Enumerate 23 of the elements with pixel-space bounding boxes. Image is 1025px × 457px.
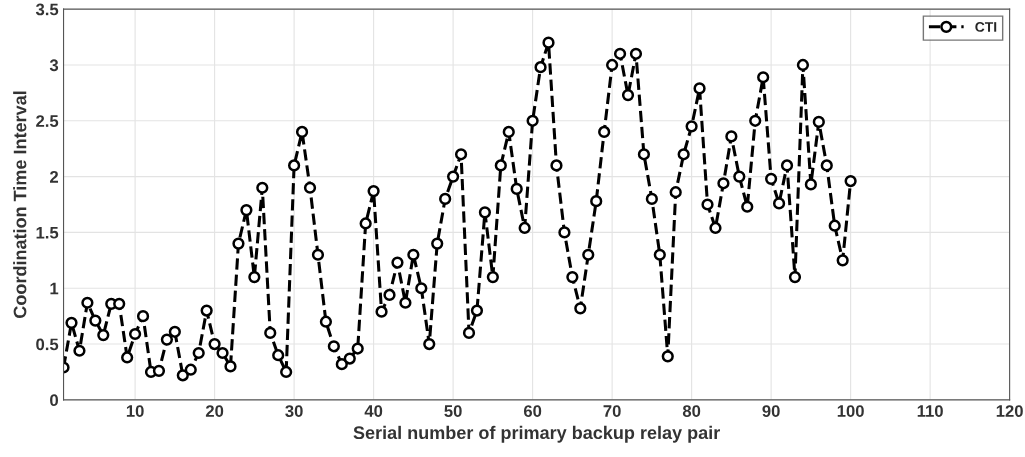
x-tick-label: 20 — [205, 405, 224, 417]
y-tick-label: 3 — [49, 59, 59, 72]
legend-label: CTI — [975, 22, 997, 32]
x-tick-label: 60 — [523, 405, 542, 417]
x-tick-label: 100 — [837, 405, 864, 417]
x-axis-title: Serial number of primary backup relay pair — [353, 425, 720, 443]
y-tick-label: 2.5 — [36, 115, 59, 127]
x-tick-label: 120 — [996, 405, 1023, 417]
y-tick-label: 0 — [50, 394, 59, 407]
x-tick-label: 50 — [444, 405, 462, 417]
x-tick-label: 30 — [285, 405, 303, 417]
x-tick-label: 110 — [917, 405, 943, 417]
x-tick-label: 80 — [682, 405, 701, 417]
y-tick-label: 1.5 — [36, 226, 59, 239]
y-tick-label: 3.5 — [35, 3, 59, 16]
y-axis-title: Coordination Time Interval — [13, 91, 27, 318]
x-tick-label: 40 — [364, 405, 383, 417]
y-tick-label: 2 — [50, 171, 59, 183]
x-tick-label: 10 — [126, 405, 144, 417]
y-tick-label: 0.5 — [36, 338, 59, 351]
x-tick-label: 70 — [603, 405, 621, 417]
x-tick-label: 90 — [762, 405, 780, 417]
y-tick-label: 1 — [50, 282, 59, 295]
